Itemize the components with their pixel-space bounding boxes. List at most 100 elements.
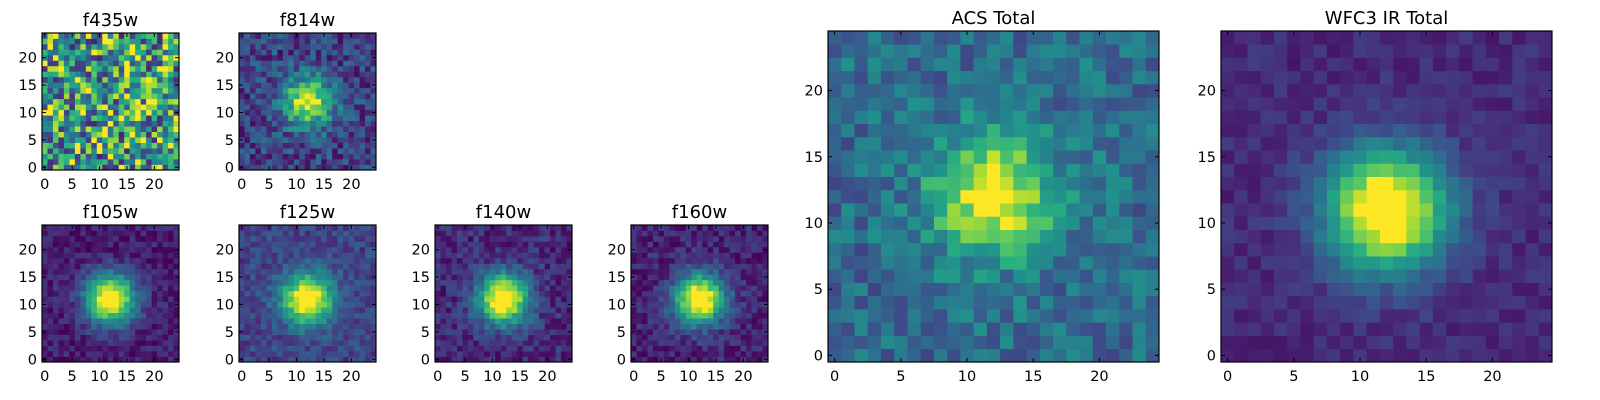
heatmap-cell bbox=[107, 148, 114, 154]
heatmap-cell bbox=[157, 274, 163, 281]
heatmap-cell bbox=[304, 241, 311, 248]
heatmap-cell bbox=[135, 307, 141, 314]
heatmap-cell bbox=[244, 235, 251, 242]
heatmap-cell bbox=[1287, 309, 1301, 323]
heatmap-cell bbox=[973, 203, 988, 217]
heatmap-cell bbox=[277, 257, 284, 264]
heatmap-cell bbox=[445, 274, 452, 281]
heatmap-cell bbox=[451, 307, 458, 314]
heatmap-cell bbox=[478, 268, 485, 275]
heatmap-cell bbox=[47, 268, 54, 275]
heatmap-cell bbox=[1221, 229, 1235, 244]
heatmap-cell bbox=[266, 351, 273, 357]
heatmap-cell bbox=[500, 323, 507, 330]
heatmap-cell bbox=[359, 60, 366, 67]
heatmap-cell bbox=[299, 33, 306, 39]
heatmap-cell bbox=[151, 98, 158, 105]
heatmap-cell bbox=[63, 87, 70, 94]
heatmap-cell bbox=[260, 318, 267, 324]
heatmap-cell bbox=[74, 296, 81, 303]
heatmap-cell bbox=[506, 345, 513, 352]
heatmap-cell bbox=[326, 268, 333, 275]
heatmap-cell bbox=[920, 269, 935, 283]
heatmap-cell bbox=[288, 351, 295, 357]
heatmap-cell bbox=[244, 71, 251, 78]
heatmap-cell bbox=[47, 345, 54, 352]
heatmap-cell bbox=[124, 307, 131, 314]
heatmap-cell bbox=[315, 225, 322, 231]
heatmap-cell bbox=[1419, 322, 1434, 336]
heatmap-cell bbox=[973, 295, 988, 310]
heatmap-cell bbox=[299, 142, 306, 149]
heatmap-cell bbox=[1366, 348, 1381, 363]
heatmap-cell bbox=[533, 307, 540, 314]
heatmap-cell bbox=[500, 301, 507, 308]
heatmap-cell bbox=[636, 345, 643, 352]
heatmap-cell bbox=[146, 279, 152, 286]
heatmap-cell bbox=[702, 340, 709, 346]
heatmap-cell bbox=[435, 235, 441, 242]
heatmap-cell bbox=[173, 131, 180, 138]
heatmap-cell bbox=[484, 301, 491, 308]
heatmap-cell bbox=[500, 345, 507, 352]
heatmap-cell bbox=[854, 31, 869, 45]
heatmap-cell bbox=[118, 235, 125, 242]
heatmap-cell bbox=[973, 269, 988, 283]
heatmap-cell bbox=[669, 329, 676, 335]
heatmap-cell bbox=[337, 340, 344, 346]
heatmap-cell bbox=[282, 252, 289, 259]
heatmap-cell bbox=[1092, 322, 1107, 336]
heatmap-cell bbox=[735, 285, 741, 292]
heatmap-cell bbox=[1013, 123, 1027, 138]
heatmap-cell bbox=[713, 312, 720, 319]
heatmap-cell bbox=[484, 225, 491, 231]
heatmap-cell bbox=[828, 136, 842, 151]
heatmap-cell bbox=[85, 257, 92, 264]
heatmap-cell bbox=[129, 76, 136, 83]
heatmap-cell bbox=[707, 329, 714, 335]
heatmap-cell bbox=[168, 65, 174, 72]
heatmap-cell bbox=[157, 318, 163, 324]
heatmap-cell bbox=[113, 246, 120, 253]
heatmap-cell bbox=[365, 323, 371, 330]
heatmap-cell bbox=[42, 307, 48, 314]
heatmap-cell bbox=[1326, 295, 1341, 310]
heatmap-cell bbox=[299, 93, 306, 100]
heatmap-cell bbox=[511, 279, 518, 286]
heatmap-cell bbox=[157, 76, 163, 83]
heatmap-cell bbox=[310, 76, 317, 83]
heatmap-cell bbox=[173, 115, 180, 122]
heatmap-cell bbox=[129, 329, 136, 335]
heatmap-cell bbox=[129, 252, 136, 259]
heatmap-cell bbox=[107, 334, 114, 341]
heatmap-cell bbox=[113, 235, 120, 242]
heatmap-cell bbox=[74, 235, 81, 242]
heatmap-cell bbox=[500, 279, 507, 286]
heatmap-cell bbox=[1300, 322, 1315, 336]
heatmap-cell bbox=[1287, 189, 1301, 204]
heatmap-cell bbox=[321, 148, 328, 154]
heatmap-cell bbox=[757, 279, 763, 286]
heatmap-cell bbox=[118, 263, 125, 270]
heatmap-cell bbox=[151, 252, 158, 259]
heatmap-cell bbox=[500, 230, 507, 237]
heatmap-cell bbox=[80, 33, 87, 39]
heatmap-cell bbox=[52, 82, 59, 89]
heatmap-cell bbox=[135, 148, 141, 154]
heatmap-cell bbox=[337, 109, 344, 116]
heatmap-cell bbox=[47, 318, 54, 324]
heatmap-cell bbox=[151, 65, 158, 72]
heatmap-cell bbox=[636, 257, 643, 264]
heatmap-cell bbox=[713, 274, 720, 281]
heatmap-cell bbox=[58, 301, 65, 308]
heatmap-cell bbox=[129, 131, 136, 138]
heatmap-cell bbox=[365, 312, 371, 319]
heatmap-cell bbox=[500, 296, 507, 303]
heatmap-cell bbox=[1485, 203, 1500, 217]
heatmap-cell bbox=[1287, 242, 1301, 257]
heatmap-cell bbox=[343, 54, 349, 61]
heatmap-cell bbox=[735, 307, 741, 314]
x-tick-label: 20 bbox=[342, 177, 360, 193]
heatmap-cell bbox=[1092, 203, 1107, 217]
heatmap-cell bbox=[118, 131, 125, 138]
